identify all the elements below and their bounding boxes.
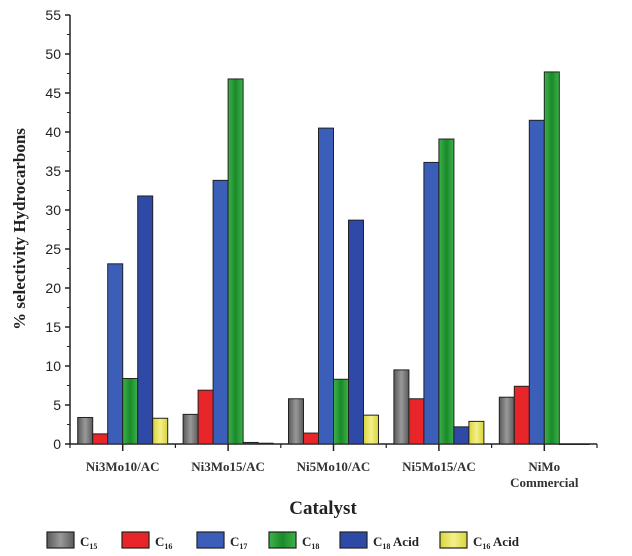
legend-swatch bbox=[339, 531, 368, 549]
legend-swatch bbox=[46, 531, 75, 549]
bar-c17 bbox=[318, 127, 334, 445]
bar-c18-acid bbox=[137, 195, 154, 445]
y-tick-label: 15 bbox=[45, 319, 61, 335]
legend-item: C15 bbox=[46, 531, 97, 551]
legend-label: C16 bbox=[155, 534, 172, 551]
bar-c18-acid bbox=[348, 219, 364, 445]
legend-label: C16 Acid bbox=[473, 534, 520, 551]
x-tick-label: Ni5Mo10/AC bbox=[297, 459, 371, 474]
legend-item: C18 bbox=[268, 531, 319, 551]
bar-c18 bbox=[227, 78, 244, 445]
legend-swatch bbox=[268, 531, 297, 549]
legend-item: C18 Acid bbox=[339, 531, 420, 551]
bar-c16-acid bbox=[363, 414, 379, 445]
x-tick-label: Ni3Mo15/AC bbox=[191, 459, 265, 474]
x-tick-label: Ni3Mo10/AC bbox=[86, 459, 160, 474]
legend-label: C18 Acid bbox=[373, 534, 420, 551]
bar-c16 bbox=[303, 432, 319, 445]
y-tick-label: 0 bbox=[53, 436, 61, 452]
legend: C15 C16 C17 C18 C18 Acid C16 Acid bbox=[46, 531, 520, 551]
bar-c17 bbox=[107, 263, 124, 445]
bar-c16-acid bbox=[468, 420, 485, 445]
legend-label: C18 bbox=[302, 534, 319, 551]
bar-c16-acid bbox=[152, 417, 169, 445]
bar-c16 bbox=[408, 398, 425, 445]
y-axis: 0 5 10 15 20 25 30 35 40 45 50 55 bbox=[45, 7, 71, 452]
legend-item: C17 bbox=[196, 531, 247, 551]
bar-c15 bbox=[182, 413, 199, 445]
bar-c17 bbox=[423, 161, 440, 445]
x-tick-label: NiMo bbox=[528, 459, 560, 474]
y-tick-label: 30 bbox=[45, 202, 61, 218]
bar-c16-acid bbox=[257, 442, 274, 445]
legend-swatch bbox=[121, 531, 150, 549]
legend-label: C15 bbox=[80, 534, 97, 551]
bars bbox=[77, 71, 590, 445]
y-tick-label: 55 bbox=[45, 7, 61, 23]
bar-c18 bbox=[543, 71, 560, 445]
y-tick-label: 50 bbox=[45, 46, 61, 62]
y-tick-label: 45 bbox=[45, 85, 61, 101]
legend-swatch bbox=[439, 531, 468, 549]
y-tick-label: 10 bbox=[45, 358, 61, 374]
bar-c15 bbox=[77, 416, 94, 445]
bar-c18-acid bbox=[242, 441, 259, 445]
bar-c16-acid bbox=[573, 443, 590, 445]
bar-c16 bbox=[197, 389, 214, 445]
legend-item: C16 Acid bbox=[439, 531, 520, 551]
y-tick-label: 40 bbox=[45, 124, 61, 140]
legend-swatch bbox=[196, 531, 225, 549]
y-axis-title: % selectivity Hydrocarbons bbox=[10, 128, 29, 330]
bar-c17 bbox=[528, 119, 545, 445]
x-tick-label: Commercial bbox=[510, 475, 579, 490]
x-axis: Ni3Mo10/AC Ni3Mo15/AC Ni5Mo10/AC Ni5Mo15/AC… bbox=[69, 443, 598, 490]
bar-c18 bbox=[438, 138, 455, 445]
y-tick-label: 20 bbox=[45, 280, 61, 296]
bar-c16 bbox=[92, 433, 109, 445]
bar-c17 bbox=[212, 179, 229, 445]
legend-label: C17 bbox=[230, 534, 247, 551]
bar-c18-acid bbox=[558, 443, 575, 445]
bar-c18 bbox=[122, 377, 139, 445]
y-tick-label: 25 bbox=[45, 241, 61, 257]
y-tick-label: 35 bbox=[45, 163, 61, 179]
bar-c15 bbox=[288, 398, 304, 445]
bar-c15 bbox=[498, 396, 515, 445]
bar-c16 bbox=[513, 385, 530, 445]
x-tick-label: Ni5Mo15/AC bbox=[402, 459, 476, 474]
bar-c18 bbox=[333, 378, 349, 445]
x-axis-title: Catalyst bbox=[289, 498, 357, 519]
bar-c15 bbox=[393, 369, 410, 445]
legend-item: C16 bbox=[121, 531, 172, 551]
bar-c18-acid bbox=[453, 426, 470, 445]
y-tick-label: 5 bbox=[53, 397, 61, 413]
